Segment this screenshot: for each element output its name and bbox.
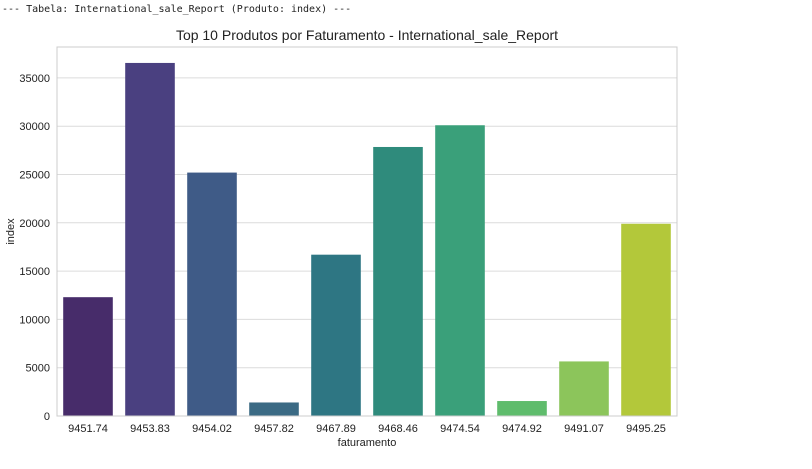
y-tick-label: 10000 xyxy=(19,314,50,326)
bar xyxy=(125,62,175,417)
y-tick-label: 15000 xyxy=(19,266,50,278)
y-tick-label: 0 xyxy=(44,411,50,423)
x-tick-label: 9467.89 xyxy=(316,423,356,435)
y-axis-title: index xyxy=(5,218,17,245)
x-tick-label: 9468.46 xyxy=(378,423,418,435)
bars xyxy=(63,62,671,417)
bar xyxy=(497,401,547,416)
x-tick-label: 9495.25 xyxy=(626,423,666,435)
x-tick-label: 9474.54 xyxy=(440,423,480,435)
bar xyxy=(435,125,485,416)
y-tick-label: 30000 xyxy=(19,121,50,133)
x-tick-label: 9453.83 xyxy=(130,423,170,435)
bar xyxy=(559,361,609,416)
bar xyxy=(621,223,671,416)
y-tick-labels: 0 5000 10000 15000 20000 25000 30000 35000 xyxy=(19,73,50,423)
x-tick-label: 9451.74 xyxy=(68,423,108,435)
y-tick-label: 25000 xyxy=(19,170,50,182)
console-header-text: --- Tabela: International_sale_Report (P… xyxy=(2,4,352,15)
x-tick-label: 9454.02 xyxy=(192,423,232,435)
chart-title: Top 10 Produtos por Faturamento - Intern… xyxy=(176,27,558,43)
x-axis-title: faturamento xyxy=(338,437,397,449)
bar xyxy=(63,297,113,416)
x-tick-label: 9491.07 xyxy=(564,423,604,435)
plot-frame xyxy=(56,46,678,417)
x-tick-label: 9457.82 xyxy=(254,423,294,435)
y-tick-label: 20000 xyxy=(19,218,50,230)
x-tick-label: 9474.92 xyxy=(502,423,542,435)
x-tick-labels: 9451.74 9453.83 9454.02 9457.82 9467.89 9468.… xyxy=(68,423,666,435)
bar xyxy=(311,254,361,416)
bar xyxy=(373,146,423,416)
y-tick-label: 35000 xyxy=(19,73,50,85)
bar xyxy=(249,402,299,416)
y-tick-label: 5000 xyxy=(26,363,50,375)
bar xyxy=(187,172,237,416)
